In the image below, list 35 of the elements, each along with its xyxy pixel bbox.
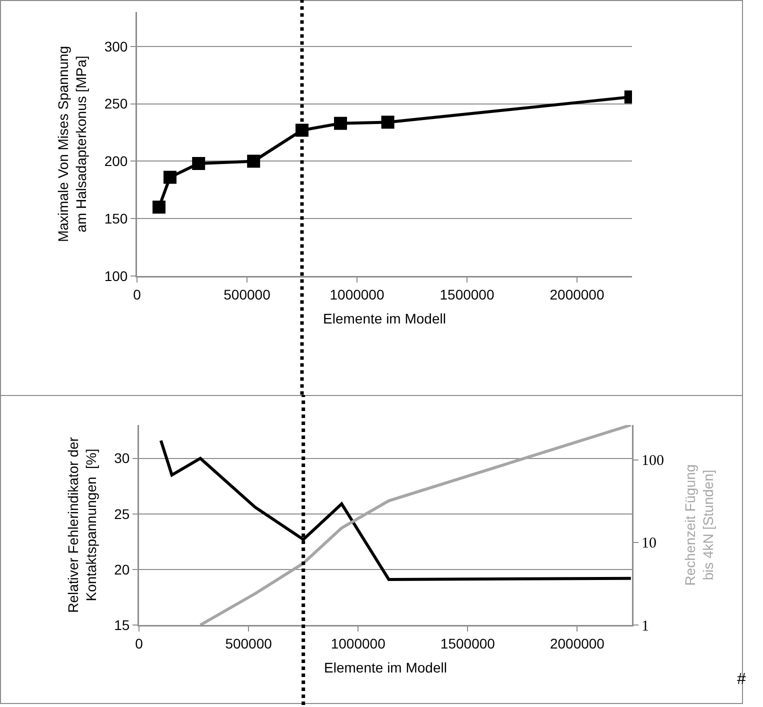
y-tick-label: 200 (104, 153, 128, 170)
y2-axis-title: Rechenzeit Fügung bis 4kN [Stunden] (682, 464, 716, 586)
y2-tick-label: 100 (642, 453, 664, 470)
y-axis-title: Maximale Von Mises Spannung am Halsadapterkonus [MPa] (54, 46, 90, 242)
x-axis-title: Elemente im Modell (324, 659, 447, 676)
y-tick-label: 15 (114, 616, 130, 633)
x-axis-title: Elemente im Modell (323, 310, 446, 326)
point (152, 200, 166, 214)
y-tick-label: 100 (104, 268, 128, 284)
x-tick-label: 2000000 (550, 635, 605, 652)
line-series (198, 425, 632, 625)
y-tick-label: 20 (114, 561, 130, 578)
point (164, 170, 176, 184)
y-tick-label: 300 (104, 38, 128, 54)
point (381, 116, 394, 129)
x-tick-label: 2000000 (550, 286, 604, 302)
y-axis-title: Relativer Fehlerindikator der Kontaktspannungen [%] (64, 436, 99, 613)
y-tick-label: 150 (104, 210, 128, 227)
x-tick-label: 1000000 (330, 286, 384, 302)
point (192, 157, 206, 170)
text: # (737, 671, 746, 688)
x-tick-label: 1500000 (440, 635, 496, 652)
y-tick-label: 30 (114, 450, 130, 466)
y-tick-label: 250 (104, 96, 128, 112)
point (334, 116, 347, 130)
x-tick-label: 500000 (224, 286, 271, 302)
y2-tick-label: 10 (642, 536, 656, 552)
x-tick-label: 0 (133, 286, 142, 302)
x-tick-label: 1500000 (440, 286, 494, 302)
x-tick-label: 1000000 (330, 635, 386, 652)
y2-tick-label: 1 (642, 618, 649, 634)
point (247, 154, 260, 168)
x-tick-label: 500000 (225, 635, 272, 652)
y-tick-label: 25 (114, 506, 130, 522)
x-tick-label: 0 (135, 635, 144, 652)
